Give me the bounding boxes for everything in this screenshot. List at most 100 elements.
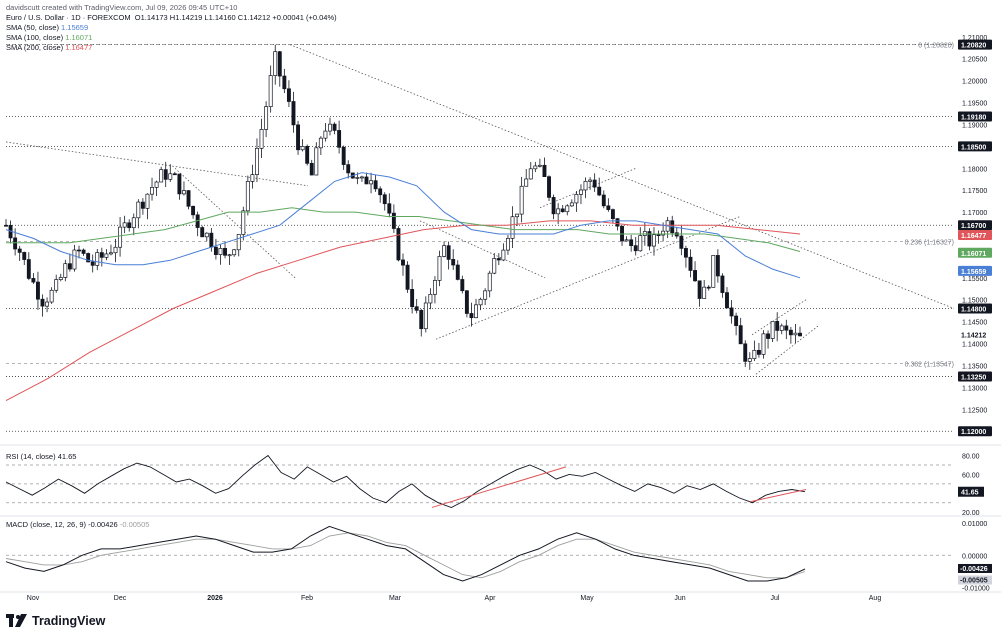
candle-body [442,245,447,257]
candle-body [245,181,250,212]
moving-averages [5,172,801,402]
candle-body [661,230,666,236]
candle-body [419,310,424,330]
candle-body [213,246,218,255]
candle-body [565,205,570,213]
candle-body [715,255,720,277]
candle-body [273,51,278,76]
candle-body [387,203,392,214]
candle-body [99,252,104,258]
rsi-tick-label: 80.00 [962,454,980,461]
candle-body [300,146,305,151]
candle-body [711,255,716,288]
signal-line [5,532,806,579]
candle-body [432,280,437,295]
macd-line [5,525,806,582]
signal-legend-value: -0.00505 [119,520,150,529]
candle-body [492,258,497,274]
time-tick-label: Dec [114,595,127,602]
macd-legend[interactable]: MACD (close, 12, 26, 9) -0.00426 -0.0050… [6,520,149,529]
candle-body [131,217,136,229]
price-axis: 1.21000 1.20500 1.20000 1.19500 1.19000 1.180… [958,35,992,437]
candle-body [63,263,68,278]
macd-tick-label: 0.00000 [962,553,987,560]
candle-body [118,226,123,248]
price-badge-label: 1.20820 [961,43,986,50]
candle-body [200,227,205,238]
price-tick-label: 1.14000 [962,342,987,349]
candle-body [204,232,209,238]
candle-body [282,75,287,90]
price-badge [958,230,992,241]
candle-body [291,101,296,126]
sma50-label: SMA (50, close) [6,23,59,32]
candle-body [547,176,551,198]
price-badge-label: 1.16071 [961,251,986,258]
candle-body [159,169,164,183]
candle-body [209,232,214,248]
candle-body [286,88,291,102]
candle-body [154,181,159,188]
price-tick-label: 1.20000 [962,79,987,86]
candle-body [788,329,793,336]
candle-body [588,179,593,182]
trendline [435,216,741,340]
candle-body [410,289,415,308]
candle-body [355,177,360,179]
time-tick-label: Apr [485,595,497,602]
signal-value-badge [958,575,992,585]
chart-credit: davidscutt created with TradingView.com,… [6,3,238,12]
price-badge [958,371,992,382]
candle-body [556,208,561,215]
candle-body [775,320,780,331]
candle-body [455,264,460,280]
candle-body [122,222,127,228]
candle-body [318,137,323,149]
candle-body [437,256,442,281]
price-tick-label: 1.21000 [962,35,987,42]
rsi-legend[interactable]: RSI (14, close) 41.65 [6,452,76,461]
signal-value-label: -0.00505 [960,578,988,585]
candle-body [177,173,182,195]
candle-body [784,325,789,331]
candle-body [382,194,387,205]
candle-body [113,246,118,254]
time-tick-label: 2026 [207,595,223,602]
candle-body [693,270,697,282]
sma200-label: SMA (200, close) [6,43,64,52]
candle-body [259,129,264,149]
sma200-legend[interactable]: SMA (200, close) 1.16477 [6,43,92,52]
candle-body [725,292,729,309]
price-badge [958,141,992,152]
tradingview-logo[interactable]: TradingView [6,612,105,630]
price-badge-label: 1.19180 [961,115,986,122]
tradingview-brand: TradingView [32,614,106,628]
sma50-legend[interactable]: SMA (50, close) 1.15659 [6,23,88,32]
candle-body [72,249,77,270]
price-badge-label: 1.16477 [961,233,986,240]
candle-body [683,248,688,258]
candle-body [633,245,638,252]
symbol-name[interactable]: Euro / U.S. Dollar · 1D · FOREXCOM [6,13,131,22]
candle-body [163,169,168,180]
candle-body [537,164,542,167]
candle-body [95,252,100,266]
candle-body [601,194,606,207]
candle-body [182,190,186,195]
price-badge [958,39,992,50]
sma100-line [6,207,801,252]
time-tick-label: Nov [27,595,40,602]
candle-body [464,290,469,314]
candle-body [54,279,59,291]
candle-body [793,332,798,336]
candle-body [140,201,145,209]
rsi-title: RSI (14, close) [6,452,56,461]
candle-body [583,180,588,191]
price-tick-label: 1.20500 [962,57,987,64]
macd-tick-label: -0.01000 [962,585,990,592]
price-badge [958,247,992,258]
candle-body [638,235,643,252]
candle-body [255,147,259,175]
sma100-legend[interactable]: SMA (100, close) 1.16071 [6,33,92,42]
